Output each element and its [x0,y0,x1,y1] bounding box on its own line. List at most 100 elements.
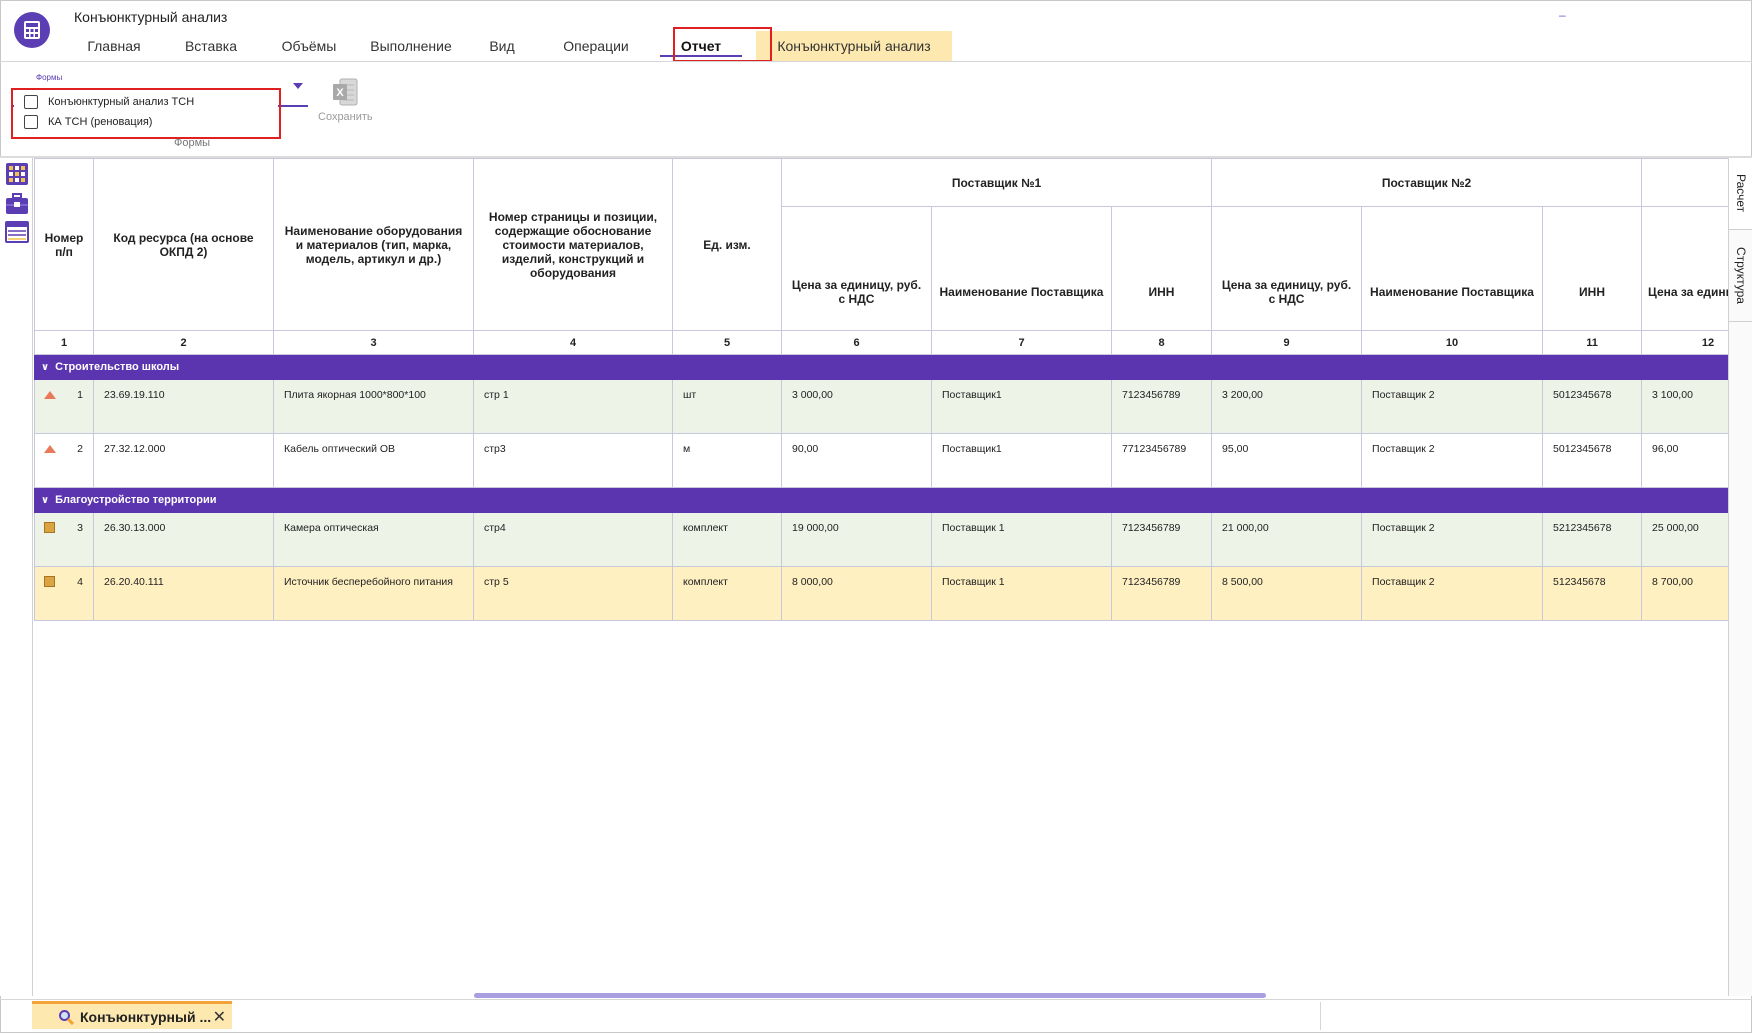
forms-option-renovation[interactable]: КА ТСН (реновация) [24,115,152,129]
table-cell[interactable]: стр4 [473,512,673,567]
checkbox[interactable] [24,95,38,109]
table-cell[interactable]: 512345678 [1542,566,1643,621]
excel-icon[interactable]: X [332,78,358,106]
column-header[interactable]: Номер п/п [34,158,94,331]
save-button-label[interactable]: Сохранить [318,111,373,123]
table-cell[interactable]: комплект [672,512,782,567]
column-header[interactable]: Наименование Поставщика [1361,206,1544,331]
table-cell[interactable]: 3 000,00 [781,379,932,434]
app-logo-icon[interactable] [14,12,50,48]
column-header[interactable]: Цена за единицу, руб. с НДС [1641,206,1728,331]
table-cell[interactable]: Поставщик 2 [1361,433,1544,488]
table-cell[interactable]: 5012345678 [1542,433,1643,488]
table-cell[interactable]: 2 [34,433,94,488]
table-cell[interactable]: Плита якорная 1000*800*100 [273,379,474,434]
table-cell[interactable]: 4 [34,566,94,621]
briefcase-icon[interactable] [5,192,29,216]
table-cell[interactable]: 8 000,00 [781,566,932,621]
tab-volumes[interactable]: Объёмы [281,38,337,54]
column-header[interactable]: Цена за единицу, руб. с НДС [1211,206,1363,331]
table-cell[interactable]: шт [672,379,782,434]
table-cell[interactable]: 96,00 [1641,433,1728,488]
table-cell[interactable]: 8 700,00 [1641,566,1728,621]
table-cell[interactable]: 7123456789 [1110,379,1213,434]
table-row[interactable]: 3 26.30.13.000 Камера оптическая стр4 компле… [34,512,1728,567]
column-header[interactable]: ИНН [1110,206,1213,331]
table-cell[interactable]: 19 000,00 [781,512,932,567]
chevron-down-icon[interactable] [293,83,303,89]
tab-view[interactable]: Вид [489,38,515,54]
document-tab[interactable]: Конъюнктурный ... ✕ [32,1001,232,1029]
table-cell[interactable]: 77123456789 [1110,433,1213,488]
table-cell[interactable]: 8 500,00 [1211,566,1363,621]
table-cell[interactable]: 21 000,00 [1211,512,1363,567]
column-header[interactable]: Цена за единицу, руб. с НДС [781,206,932,331]
tab-operations[interactable]: Операции [563,38,629,54]
column-header[interactable]: Наименование оборудования и материалов (… [273,158,474,331]
table-cell[interactable]: Камера оптическая [273,512,474,567]
table-cell[interactable]: 3 [34,512,94,567]
table-cell[interactable]: Поставщик 1 [931,512,1112,567]
table-cell[interactable]: стр3 [473,433,673,488]
table-cell[interactable]: 90,00 [781,433,932,488]
side-tab-calculation[interactable]: Расчет [1729,158,1752,230]
tab-market-analysis[interactable]: Конъюнктурный анализ [756,31,952,61]
table-cell[interactable]: 7123456789 [1110,512,1213,567]
table-cell[interactable]: 25 000,00 [1641,512,1728,567]
table-cell[interactable]: 3 200,00 [1211,379,1363,434]
table-cell[interactable]: 3 100,00 [1641,379,1728,434]
side-tab-structure[interactable]: Структура [1729,230,1752,322]
table-cell[interactable]: 7123456789 [1110,566,1213,621]
ribbon-divider [0,156,1752,158]
scrollbar-thumb[interactable] [474,993,1266,998]
table-cell[interactable]: Поставщик 2 [1361,379,1544,434]
column-header[interactable]: Наименование Поставщика [931,206,1112,331]
minimize-button[interactable]: – [1559,8,1566,22]
table-cell[interactable]: м [672,433,782,488]
column-header[interactable]: Код ресурса (на основе ОКПД 2) [93,158,274,331]
table-cell[interactable]: Поставщик1 [931,433,1112,488]
tab-report[interactable]: Отчет [652,31,750,61]
table-cell[interactable]: 26.20.40.111 [93,566,274,621]
table-cell[interactable]: 5012345678 [1542,379,1643,434]
table-icon[interactable] [5,220,29,244]
checkbox[interactable] [24,115,38,129]
table-cell[interactable]: Поставщик 2 [1361,566,1544,621]
table-row[interactable]: 4 26.20.40.111 Источник бесперебойного пит… [34,566,1728,621]
forms-option-tsn[interactable]: Конъюнктурный анализ ТСН [24,95,194,109]
column-header[interactable]: Ед. изм. [672,158,782,331]
cell-text: 8 500,00 [1222,576,1263,588]
table-cell[interactable]: 26.30.13.000 [93,512,274,567]
table-cell[interactable]: Источник бесперебойного питания [273,566,474,621]
chevron-down-icon[interactable]: ∨ [41,362,50,373]
table-cell[interactable]: 23.69.19.110 [93,379,274,434]
table-cell[interactable]: Поставщик 1 [931,566,1112,621]
table-cell[interactable]: Поставщик1 [931,379,1112,434]
group-row[interactable]: ∨ Благоустройство территории [34,487,1728,513]
table-cell[interactable]: Поставщик 2 [1361,512,1544,567]
table-cell[interactable]: 5212345678 [1542,512,1643,567]
table-cell[interactable]: 27.32.12.000 [93,433,274,488]
group-cell[interactable]: ∨ Благоустройство территории [34,487,1728,513]
tab-insert[interactable]: Вставка [184,38,238,54]
cell-text: 5012345678 [1553,389,1612,401]
column-header[interactable]: ИНН [1542,206,1643,331]
group-cell[interactable]: ∨ Строительство школы [34,354,1728,380]
group-row[interactable]: ∨ Строительство школы [34,354,1728,380]
chevron-down-icon[interactable]: ∨ [41,495,50,506]
calculator-icon[interactable] [5,162,29,186]
tab-main[interactable]: Главная [87,38,141,54]
tab-execution[interactable]: Выполнение [370,38,452,54]
horizontal-scrollbar[interactable] [34,993,1728,998]
table-cell[interactable]: стр 1 [473,379,673,434]
table-row[interactable]: 1 23.69.19.110 Плита якорная 1000*800*100 с… [34,379,1728,434]
table-cell[interactable]: стр 5 [473,566,673,621]
column-header[interactable]: Номер страницы и позиции, содержащие обо… [473,158,673,331]
table-cell[interactable]: Кабель оптический ОВ [273,433,474,488]
option-label: Конъюнктурный анализ ТСН [48,96,195,108]
table-row[interactable]: 2 27.32.12.000 Кабель оптический ОВ стр3 м 90… [34,433,1728,488]
close-icon[interactable]: ✕ [212,1009,226,1026]
table-cell[interactable]: 1 [34,379,94,434]
table-cell[interactable]: 95,00 [1211,433,1363,488]
table-cell[interactable]: комплект [672,566,782,621]
